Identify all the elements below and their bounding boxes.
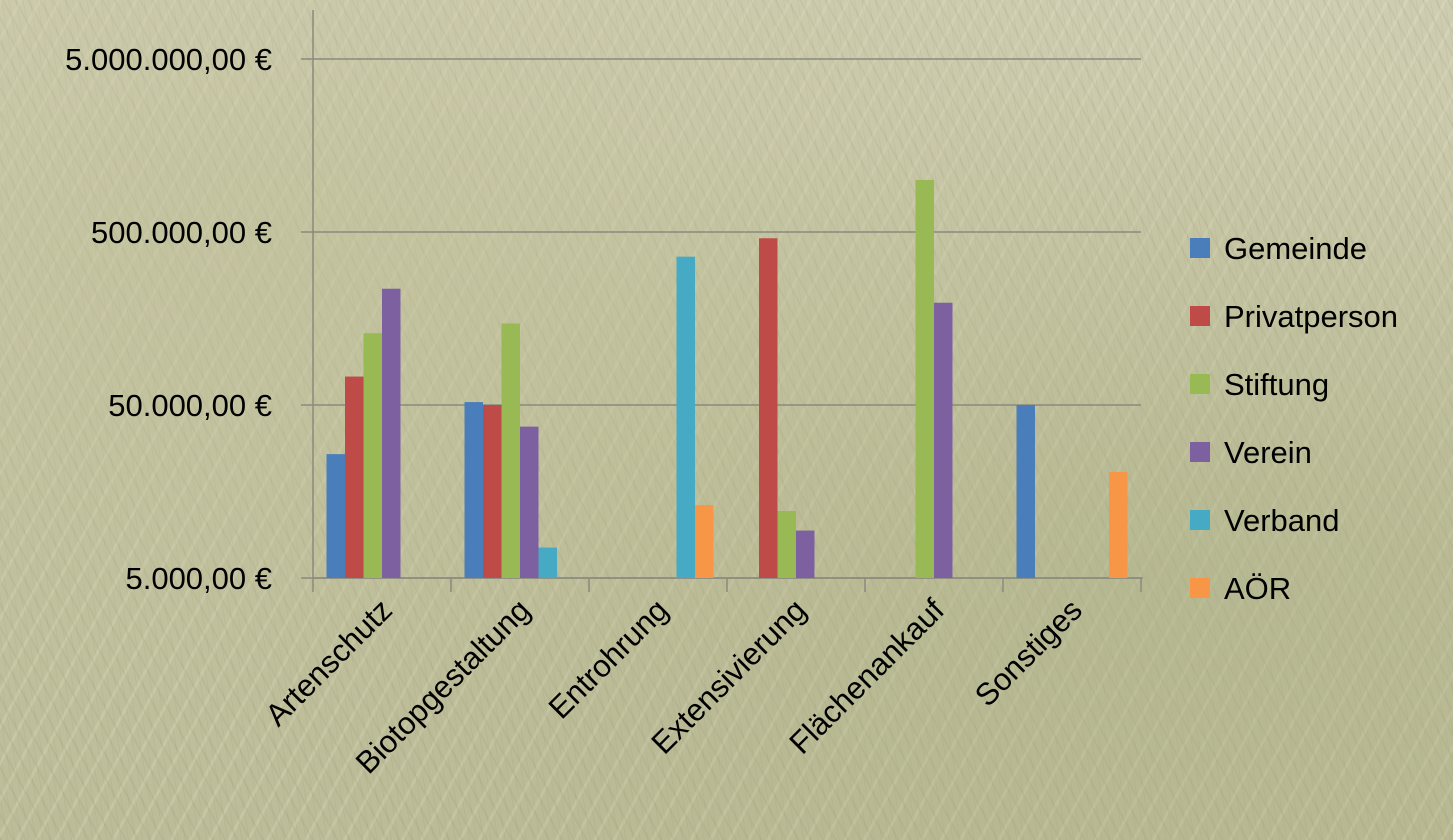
bar-verein-biotopgestaltung (520, 426, 539, 578)
gridlines (301, 58, 1141, 579)
legend-swatch (1190, 510, 1210, 530)
bars (326, 179, 1128, 578)
legend-swatch (1190, 442, 1210, 462)
bar-gemeinde-artenschutz (326, 454, 345, 578)
x-tick-label: Sonstiges (968, 592, 1089, 713)
y-tick-label: 50.000,00 € (108, 388, 272, 423)
legend-label: Verein (1224, 435, 1312, 470)
legend-label: AÖR (1224, 571, 1291, 606)
bar-verein-flächenankauf (934, 302, 953, 578)
bar-stiftung-biotopgestaltung (501, 323, 520, 578)
bar-verband-biotopgestaltung (538, 547, 557, 578)
bar-stiftung-flächenankauf (915, 179, 934, 578)
x-tick-label: Entrohrung (542, 592, 675, 725)
legend-swatch (1190, 238, 1210, 258)
legend-swatch (1190, 578, 1210, 598)
bar-privatperson-biotopgestaltung (483, 405, 502, 578)
legend-swatch (1190, 306, 1210, 326)
y-tick-label: 5.000,00 € (125, 561, 272, 596)
bar-verein-extensivierung (796, 530, 815, 578)
y-tick-label: 5.000.000,00 € (65, 42, 272, 77)
bar-privatperson-extensivierung (759, 238, 778, 578)
legend-swatch (1190, 374, 1210, 394)
x-tick-label: Artenschutz (258, 592, 399, 733)
legend-label: Gemeinde (1224, 231, 1367, 266)
bar-gemeinde-sonstiges (1016, 405, 1035, 578)
y-tick-labels: 5.000,00 € 50.000,00 € 500.000,00 € 5.000.0… (65, 42, 272, 596)
legend-entry: Gemeinde (1190, 231, 1367, 266)
legend-entry: Verein (1190, 435, 1312, 470)
bar-gemeinde-biotopgestaltung (464, 402, 483, 578)
legend: Gemeinde Privatperson Stiftung Verein Verban… (1190, 231, 1398, 606)
legend-label: Verband (1224, 503, 1340, 538)
bar-verband-entrohrung (676, 256, 695, 578)
legend-label: Stiftung (1224, 367, 1329, 402)
axes (312, 10, 1143, 592)
legend-label: Privatperson (1224, 299, 1398, 334)
bar-stiftung-artenschutz (363, 333, 382, 578)
legend-entry: Verband (1190, 503, 1340, 538)
bar-aör-sonstiges (1109, 471, 1128, 578)
bar-privatperson-artenschutz (345, 376, 364, 578)
bar-verein-artenschutz (382, 288, 401, 578)
legend-entry: AÖR (1190, 571, 1291, 606)
bar-stiftung-extensivierung (777, 510, 796, 578)
y-tick-label: 500.000,00 € (91, 215, 272, 250)
bar-aör-entrohrung (695, 505, 714, 578)
legend-entry: Privatperson (1190, 299, 1398, 334)
legend-entry: Stiftung (1190, 367, 1329, 402)
